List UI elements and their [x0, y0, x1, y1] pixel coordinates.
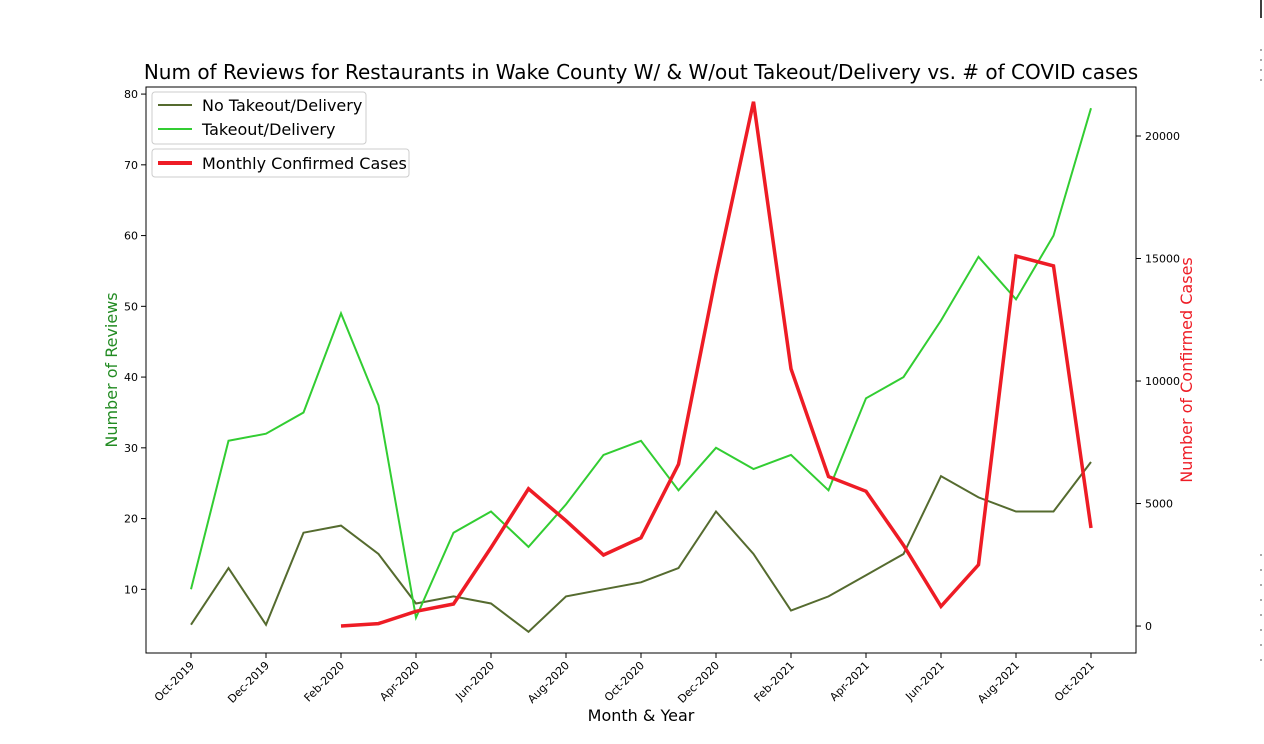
- y-tick-label: 40: [124, 371, 138, 384]
- x-tick-label: Feb-2021: [752, 659, 798, 705]
- x-tick-label: Apr-2021: [827, 659, 872, 704]
- edge-marks: [1260, 0, 1262, 661]
- y2-tick-label: 5000: [1145, 498, 1173, 511]
- x-tick-label: Dec-2020: [675, 659, 722, 706]
- series-lines: [190, 101, 1093, 634]
- series-line-monthly-confirmed-cases: [340, 101, 1093, 628]
- x-tick-label: Oct-2020: [602, 659, 647, 704]
- x-tick-label: Apr-2020: [377, 659, 422, 704]
- legend-label-takeout: Takeout/Delivery: [201, 120, 335, 139]
- legend-reviews: No Takeout/Delivery Takeout/Delivery: [151, 91, 367, 145]
- y-tick-label: 30: [124, 442, 138, 455]
- x-tick-label: Jun-2020: [452, 659, 497, 704]
- y-tick-label: 20: [124, 513, 138, 526]
- y2-axis-label: Number of Confirmed Cases: [1177, 257, 1196, 483]
- y-tick-label: 70: [124, 159, 138, 172]
- x-axis-label: Month & Year: [588, 706, 695, 725]
- y2-tick-label: 10000: [1145, 375, 1180, 388]
- x-tick-label: Feb-2020: [302, 659, 348, 705]
- x-tick-label: Oct-2019: [152, 659, 197, 704]
- x-tick-label: Dec-2019: [225, 659, 272, 706]
- legend-label-cases: Monthly Confirmed Cases: [202, 154, 407, 173]
- legend-cases: Monthly Confirmed Cases: [151, 148, 410, 178]
- y-tick-label: 50: [124, 300, 138, 313]
- chart-title: Num of Reviews for Restaurants in Wake C…: [144, 60, 1138, 84]
- y-axis-label: Number of Reviews: [102, 292, 121, 447]
- x-tick-label: Jun-2021: [902, 659, 947, 704]
- x-axis-ticks: Oct-2019 Dec-2019 Feb-2020 Apr-2020 Jun-2020…: [152, 653, 1097, 706]
- y-tick-label: 60: [124, 230, 138, 243]
- x-tick-label: Aug-2020: [525, 659, 572, 706]
- y-tick-label: 80: [124, 88, 138, 101]
- series-line-no-takeout-delivery: [190, 461, 1092, 634]
- x-tick-label: Oct-2021: [1052, 659, 1097, 704]
- left-axis-ticks: 10 20 30 40 50 60 70 80: [124, 88, 146, 596]
- right-axis-ticks: 0 5000 10000 15000 20000: [1136, 130, 1180, 633]
- series-line-takeout-delivery: [190, 107, 1092, 622]
- y2-tick-label: 15000: [1145, 253, 1180, 266]
- legend-label-no-takeout: No Takeout/Delivery: [202, 96, 362, 115]
- y-tick-label: 10: [124, 583, 138, 596]
- y2-tick-label: 0: [1145, 620, 1152, 633]
- y2-tick-label: 20000: [1145, 130, 1180, 143]
- x-tick-label: Aug-2021: [975, 659, 1022, 706]
